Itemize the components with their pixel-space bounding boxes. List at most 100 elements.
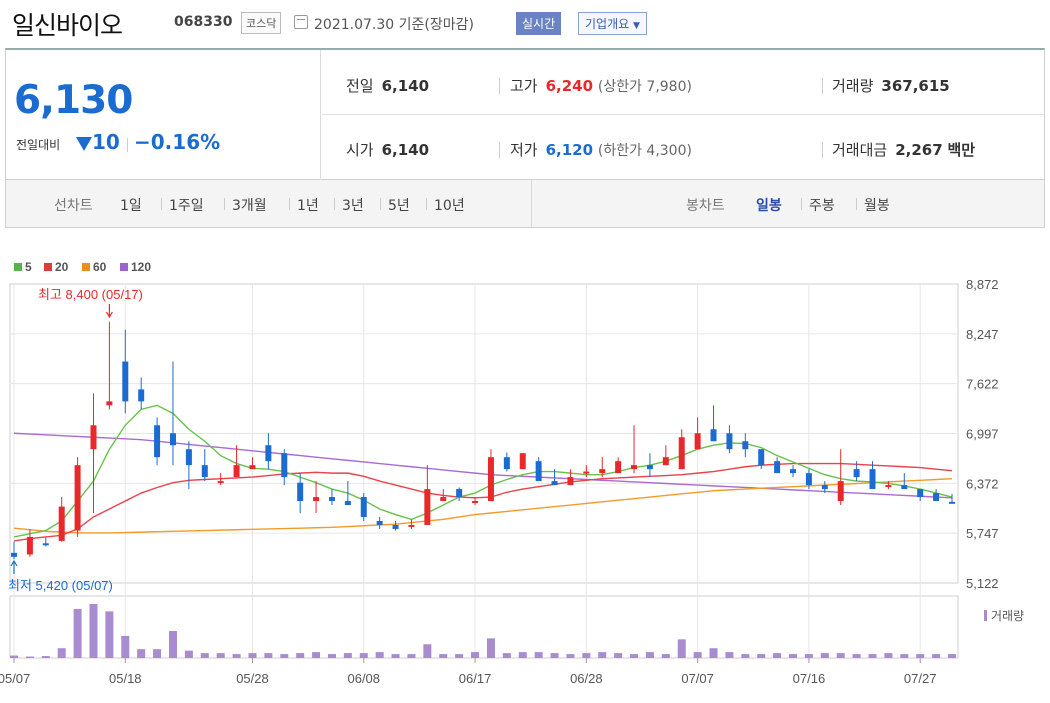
volume-frame: [9, 595, 959, 659]
realtime-button[interactable]: 실시간: [516, 12, 562, 35]
tab-10year[interactable]: 10년: [434, 198, 465, 214]
volume-bar: [200, 653, 209, 658]
volume-bar: [916, 654, 925, 658]
tab-3year[interactable]: 3년: [342, 198, 364, 214]
low-price: 저가 6,120 (하한가 4,300): [510, 141, 692, 159]
candle-body: [853, 469, 860, 478]
divider: [801, 198, 802, 210]
down-arrow-icon: [76, 137, 92, 151]
tab-3month[interactable]: 3개월: [232, 198, 267, 214]
volume-bar: [566, 654, 575, 658]
volume-bar: [820, 653, 829, 658]
stock-code: 068330: [174, 14, 233, 30]
candle-body: [440, 497, 447, 502]
divider: [499, 78, 500, 94]
candle-body: [710, 429, 717, 442]
company-info-label: 기업개요: [585, 17, 630, 31]
stock-name: 일신바이오: [12, 11, 123, 40]
candle-body: [392, 524, 399, 529]
volume-bar: [407, 654, 416, 658]
volume-bar: [725, 652, 734, 658]
candle-body: [901, 485, 908, 490]
tab-1year[interactable]: 1년: [297, 198, 319, 214]
candle-body: [169, 433, 176, 446]
tab-1day[interactable]: 1일: [120, 198, 142, 214]
tab-1week[interactable]: 1주일: [169, 198, 204, 214]
volume-bar: [773, 653, 782, 658]
volume-bar: [248, 653, 257, 658]
candle-body: [631, 465, 638, 470]
legend-label: 5: [25, 260, 32, 274]
candle-body: [58, 506, 65, 541]
volume-bar: [471, 652, 480, 658]
candle-body: [456, 489, 463, 498]
divider: [822, 78, 823, 94]
volume-bar: [948, 654, 956, 658]
company-info-dropdown[interactable]: 기업개요 ▼: [578, 12, 647, 35]
divider: [224, 198, 225, 210]
current-price: 6,130: [14, 78, 133, 123]
x-tick-label: 06/08: [347, 671, 380, 686]
tab-5year[interactable]: 5년: [388, 198, 410, 214]
low-label: 저가: [510, 141, 538, 159]
volume-bar: [312, 652, 321, 658]
volume-bar: [630, 654, 639, 658]
lower-limit-value: 4,300: [646, 143, 687, 159]
candle-body: [424, 489, 431, 525]
trade-amount: 거래대금 2,267 백만: [832, 139, 975, 160]
volume-bar: [391, 654, 400, 658]
volume-bar: [343, 653, 352, 658]
low-value: 6,120: [545, 141, 594, 159]
candle-body: [297, 482, 304, 502]
prev-close-value: 6,140: [381, 77, 430, 95]
high-price: 고가 6,240 (상한가 7,980): [510, 77, 692, 95]
open-price: 시가 6,140: [346, 139, 429, 160]
volume-bar: [359, 653, 368, 658]
divider: [289, 198, 290, 210]
divider: [426, 198, 427, 210]
divider: [322, 114, 1044, 115]
date-basis: 기준(장마감): [398, 17, 474, 33]
volume: 거래량 367,615: [832, 75, 950, 96]
volume-bar: [105, 611, 114, 658]
ma60-line: [13, 478, 953, 534]
legend-swatch: [14, 263, 22, 271]
volume-bar: [89, 604, 98, 658]
max-arrow-head: [105, 311, 113, 319]
volume-legend-swatch: [984, 610, 987, 621]
tab-daily[interactable]: 일봉: [756, 198, 782, 214]
chevron-down-icon: ▼: [633, 21, 640, 31]
volume-bar: [184, 650, 193, 658]
candle-body: [360, 497, 367, 517]
max-annotation: 최고 8,400 (05/17): [38, 287, 143, 302]
price-block: 6,130 전일대비 10 −0.16%: [6, 50, 321, 180]
volume-bar: [10, 655, 18, 658]
tab-monthly[interactable]: 월봉: [864, 198, 890, 214]
candle-body: [885, 485, 892, 488]
price-change: 10: [92, 130, 120, 154]
candle-body: [122, 361, 129, 402]
candle-body: [599, 469, 606, 474]
candlestick-chart: 8,872 8,247 7,622 6,997 6,372 5,747 5,122 05/07…: [0, 260, 1024, 686]
volume-value: 367,615: [881, 77, 950, 95]
candle-body: [949, 501, 955, 504]
candle-body: [583, 471, 590, 474]
candle-body: [408, 524, 415, 527]
open-value: 6,140: [381, 141, 430, 159]
volume-bar: [868, 654, 877, 658]
volume-legend-label: 거래량: [991, 609, 1024, 623]
y-tick-label: 8,872: [966, 277, 999, 292]
candle-body: [281, 453, 288, 478]
ma5-line: [13, 404, 953, 538]
candle-body: [154, 425, 161, 458]
candle-body: [678, 437, 685, 470]
x-tick-label: 07/16: [793, 671, 826, 686]
volume-bar: [582, 653, 591, 658]
candle-body: [790, 469, 797, 474]
compare-label: 전일대비: [16, 138, 61, 152]
lower-limit-label: 하한가: [603, 143, 642, 159]
candle-body: [217, 481, 224, 484]
volume-bar: [25, 656, 34, 658]
x-tick-label: 06/17: [459, 671, 492, 686]
tab-weekly[interactable]: 주봉: [809, 198, 835, 214]
